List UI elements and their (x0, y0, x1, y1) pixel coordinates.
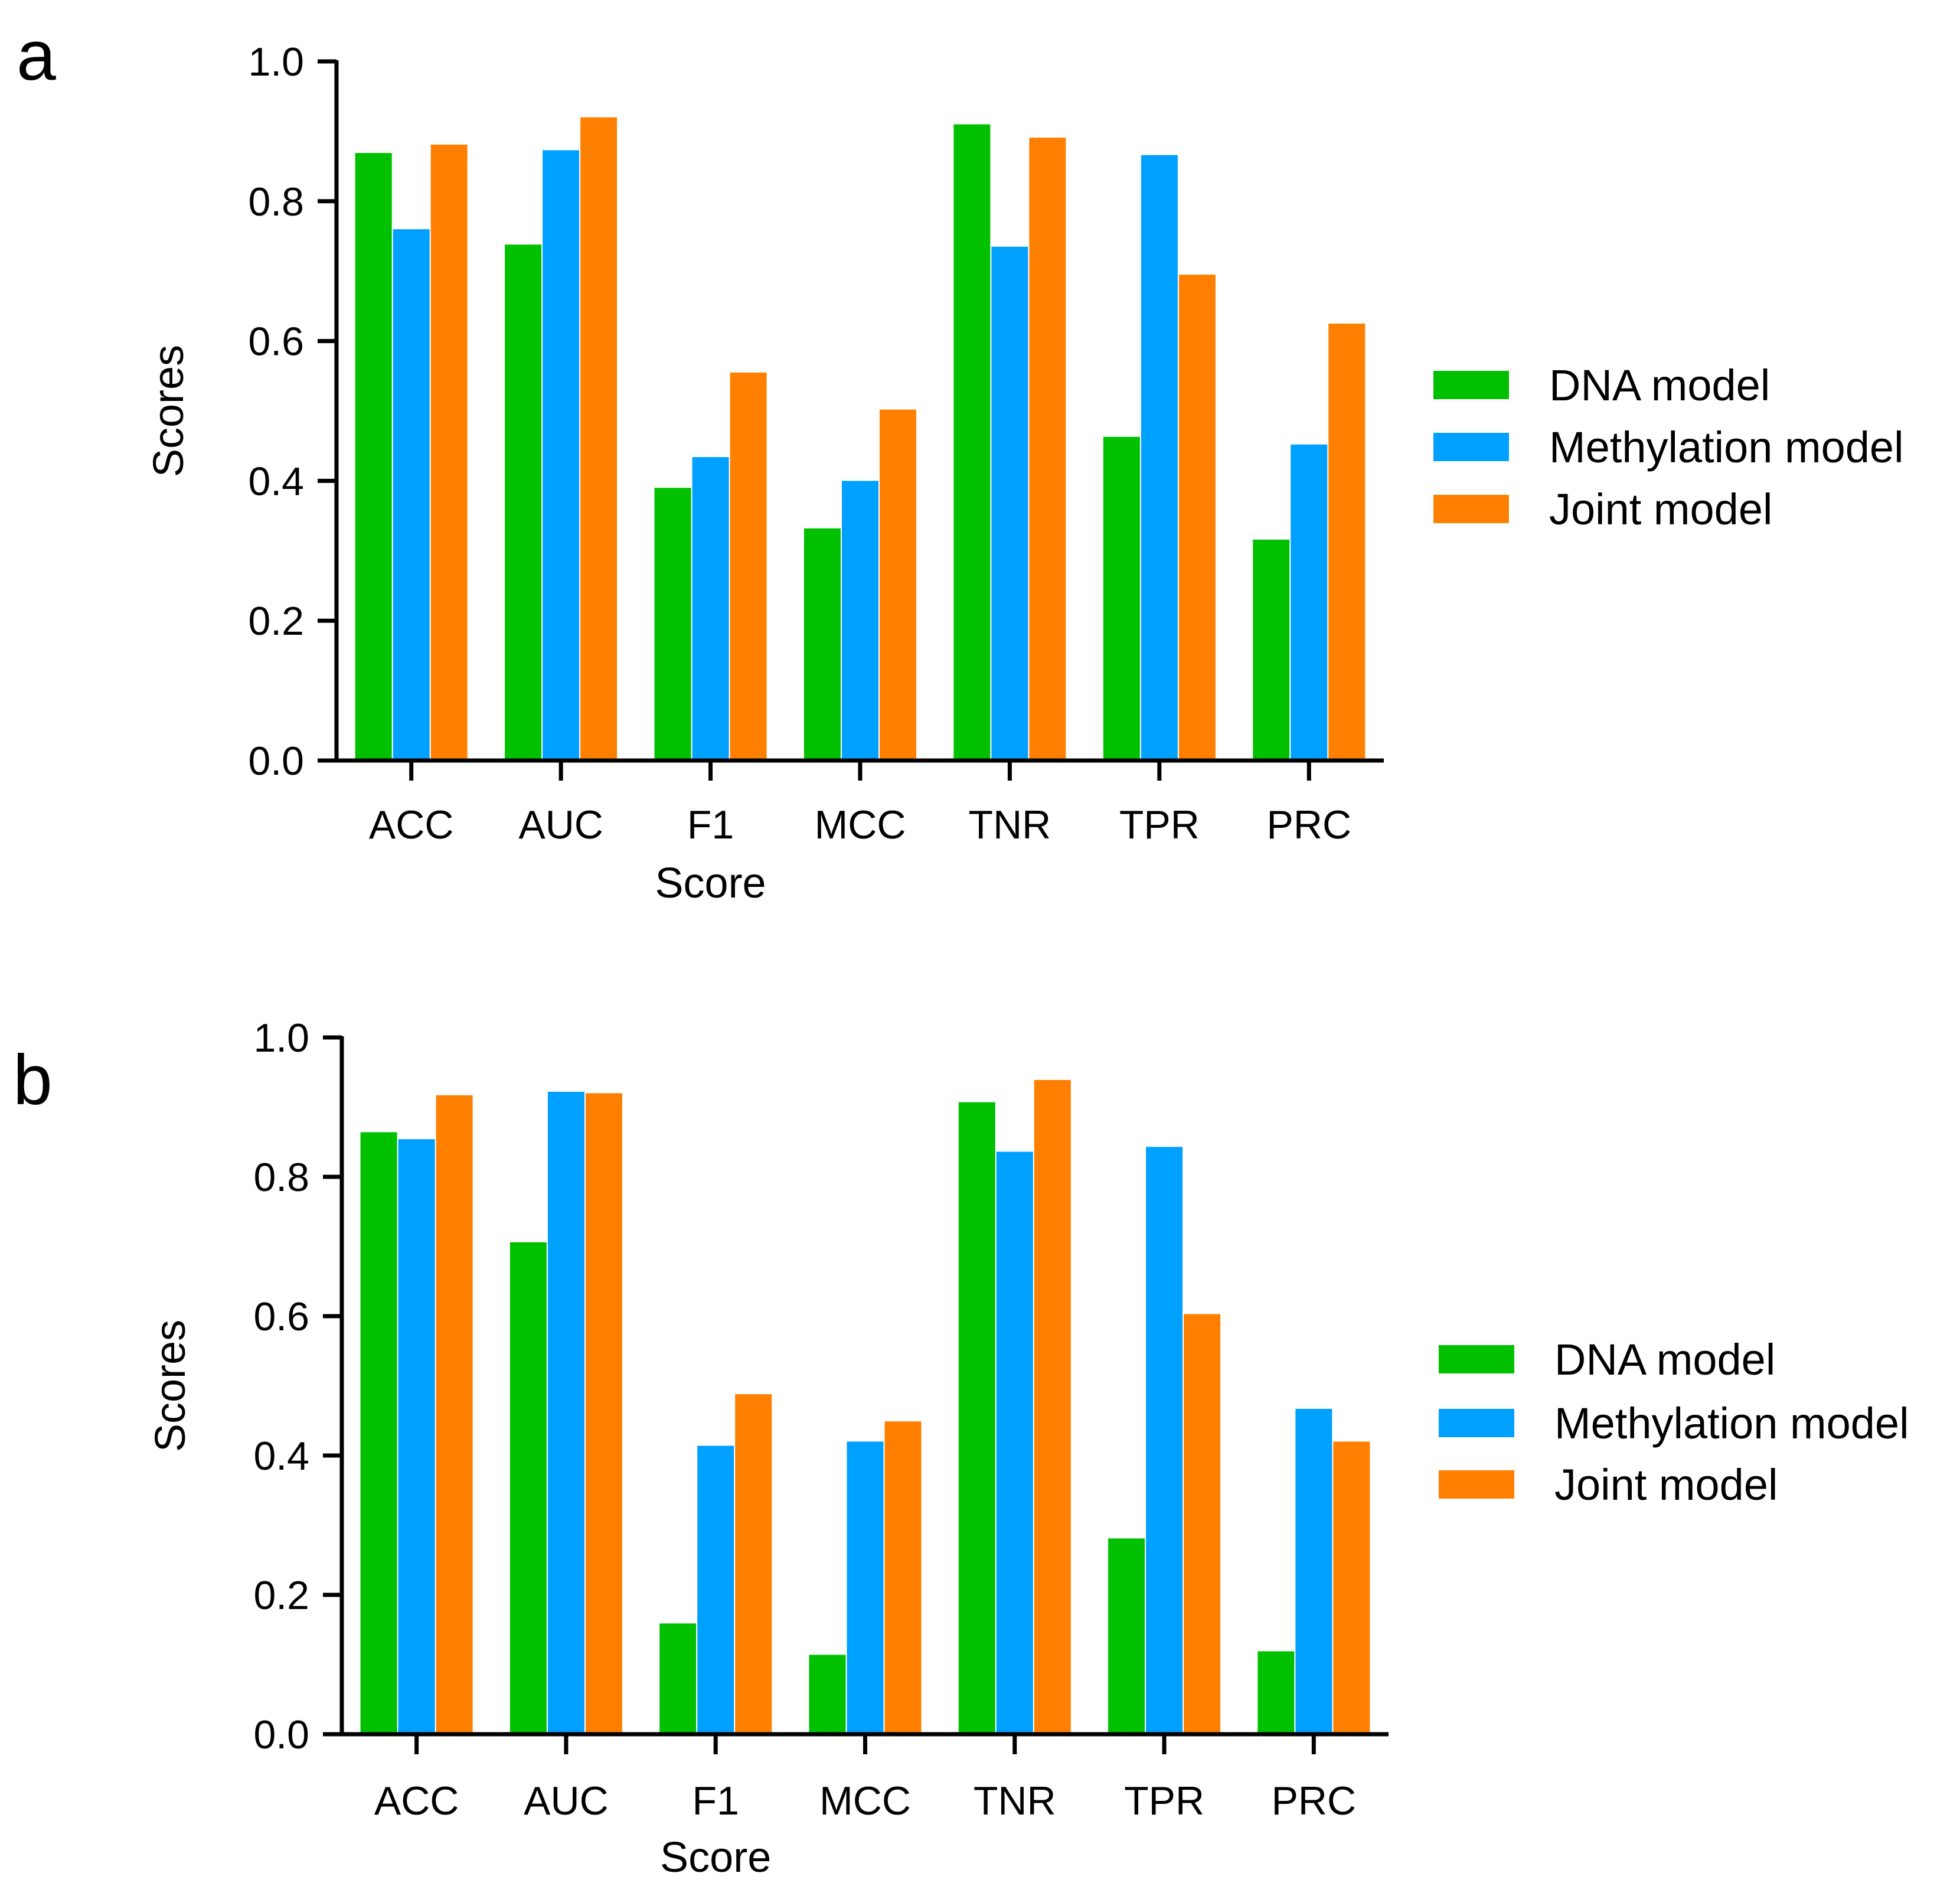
y-tick-label: 0.8 (253, 1155, 309, 1200)
legend-label-methylation-model: Methylation model (1549, 423, 1904, 472)
legend-swatch-dna-model (1433, 371, 1509, 399)
x-tick-label-prc: PRC (1266, 802, 1351, 847)
x-tick-label-tpr: TPR (1124, 1778, 1204, 1823)
bar-mcc-joint-model (884, 1421, 922, 1734)
y-tick-label: 0.2 (248, 599, 304, 644)
x-tick-label-f1: F1 (692, 1778, 739, 1823)
bar-mcc-methylation-model (842, 481, 878, 761)
legend-label-joint-model: Joint model (1554, 1460, 1778, 1509)
bar-tpr-methylation-model (1146, 1147, 1183, 1734)
bar-tpr-joint-model (1178, 275, 1216, 761)
x-tick-label-f1: F1 (687, 802, 734, 847)
bar-tpr-methylation-model (1141, 155, 1178, 761)
y-tick-label: 0.2 (253, 1573, 309, 1618)
bar-mcc-joint-model (880, 409, 916, 761)
bar-mcc-dna-model (809, 1654, 846, 1734)
bar-acc-joint-model (436, 1095, 473, 1734)
bar-tnr-methylation-model (996, 1151, 1033, 1734)
chart-panel-a: a 0.0 0.2 0.4 0.6 0.8 1.0 ACC AUC F1 MCC TNR TPR PRC S… (17, 16, 1904, 907)
bar-f1-methylation-model (692, 457, 729, 761)
bar-f1-joint-model (735, 1394, 772, 1734)
legend: DNA model Methylation model Joint model (1439, 1335, 1909, 1509)
x-tick-label-tpr: TPR (1119, 802, 1200, 847)
x-tick-label-mcc: MCC (815, 802, 906, 847)
y-tick-label: 0.4 (248, 459, 304, 504)
y-tick-label: 0.0 (253, 1712, 309, 1757)
legend-label-joint-model: Joint model (1549, 485, 1772, 534)
legend-swatch-methylation-model (1439, 1409, 1514, 1437)
x-tick-label-prc: PRC (1272, 1778, 1357, 1823)
bar-tnr-joint-model (1029, 138, 1066, 761)
bar-acc-methylation-model (398, 1139, 435, 1734)
legend-label-dna-model: DNA model (1549, 361, 1770, 410)
panel-label: a (17, 16, 56, 95)
x-tick-label-mcc: MCC (819, 1778, 911, 1823)
legend-swatch-joint-model (1433, 495, 1509, 523)
y-tick-label: 1.0 (253, 1016, 309, 1060)
bar-prc-joint-model (1328, 324, 1366, 761)
bar-mcc-dna-model (804, 528, 841, 761)
y-tick-label: 0.4 (253, 1434, 309, 1479)
y-tick-label: 1.0 (248, 40, 304, 84)
y-tick-label: 0.6 (248, 319, 304, 364)
chart-panel-b: b 0.0 0.2 0.4 0.6 0.8 1.0 ACC AUC F1 MCC TNR TPR PRC S… (13, 1016, 1909, 1881)
bar-prc-dna-model (1257, 1651, 1295, 1734)
x-tick-label-tnr: TNR (969, 802, 1051, 847)
x-axis-title: Score (660, 1834, 771, 1881)
legend-label-dna-model: DNA model (1554, 1335, 1775, 1384)
y-axis-title: Scores (145, 345, 192, 477)
x-tick-label-auc: AUC (518, 802, 603, 847)
bar-tnr-dna-model (953, 124, 991, 761)
x-tick-label-acc: ACC (374, 1778, 459, 1823)
bar-acc-dna-model (360, 1132, 397, 1734)
bar-prc-methylation-model (1295, 1408, 1332, 1734)
bar-prc-methylation-model (1291, 444, 1328, 761)
bar-tpr-dna-model (1108, 1538, 1145, 1734)
bar-f1-dna-model (654, 488, 691, 761)
bar-auc-methylation-model (547, 1092, 584, 1734)
y-tick-label: 0.8 (248, 180, 304, 224)
bar-f1-joint-model (730, 372, 767, 761)
bar-f1-dna-model (659, 1623, 697, 1734)
legend-swatch-joint-model (1439, 1470, 1514, 1499)
legend-swatch-dna-model (1439, 1345, 1514, 1373)
bar-tnr-dna-model (958, 1102, 995, 1734)
legend-label-methylation-model: Methylation model (1554, 1399, 1909, 1448)
bar-auc-joint-model (585, 1093, 622, 1734)
panel-label: b (13, 1040, 53, 1120)
bar-acc-dna-model (355, 153, 392, 761)
x-tick-label-acc: ACC (369, 802, 454, 847)
bar-mcc-methylation-model (847, 1441, 884, 1734)
bar-f1-methylation-model (697, 1445, 734, 1734)
y-axis-title: Scores (147, 1320, 194, 1452)
x-axis-title: Score (655, 860, 766, 907)
bar-acc-joint-model (430, 144, 468, 761)
bar-prc-joint-model (1333, 1441, 1370, 1734)
bar-tnr-methylation-model (991, 246, 1028, 761)
y-tick-label: 0.0 (248, 739, 304, 784)
bar-tpr-dna-model (1103, 436, 1140, 761)
bar-prc-dna-model (1253, 539, 1290, 761)
bar-auc-joint-model (580, 117, 618, 761)
bar-acc-methylation-model (393, 229, 430, 761)
legend: DNA model Methylation model Joint model (1433, 361, 1904, 534)
y-tick-label: 0.6 (253, 1294, 309, 1339)
bar-auc-dna-model (505, 244, 542, 761)
bar-tpr-joint-model (1184, 1314, 1221, 1734)
x-tick-label-auc: AUC (524, 1778, 609, 1823)
x-tick-label-tnr: TNR (974, 1778, 1056, 1823)
legend-swatch-methylation-model (1433, 433, 1509, 461)
bar-tnr-joint-model (1034, 1080, 1071, 1734)
bar-auc-dna-model (509, 1242, 547, 1734)
bar-auc-methylation-model (543, 150, 580, 761)
